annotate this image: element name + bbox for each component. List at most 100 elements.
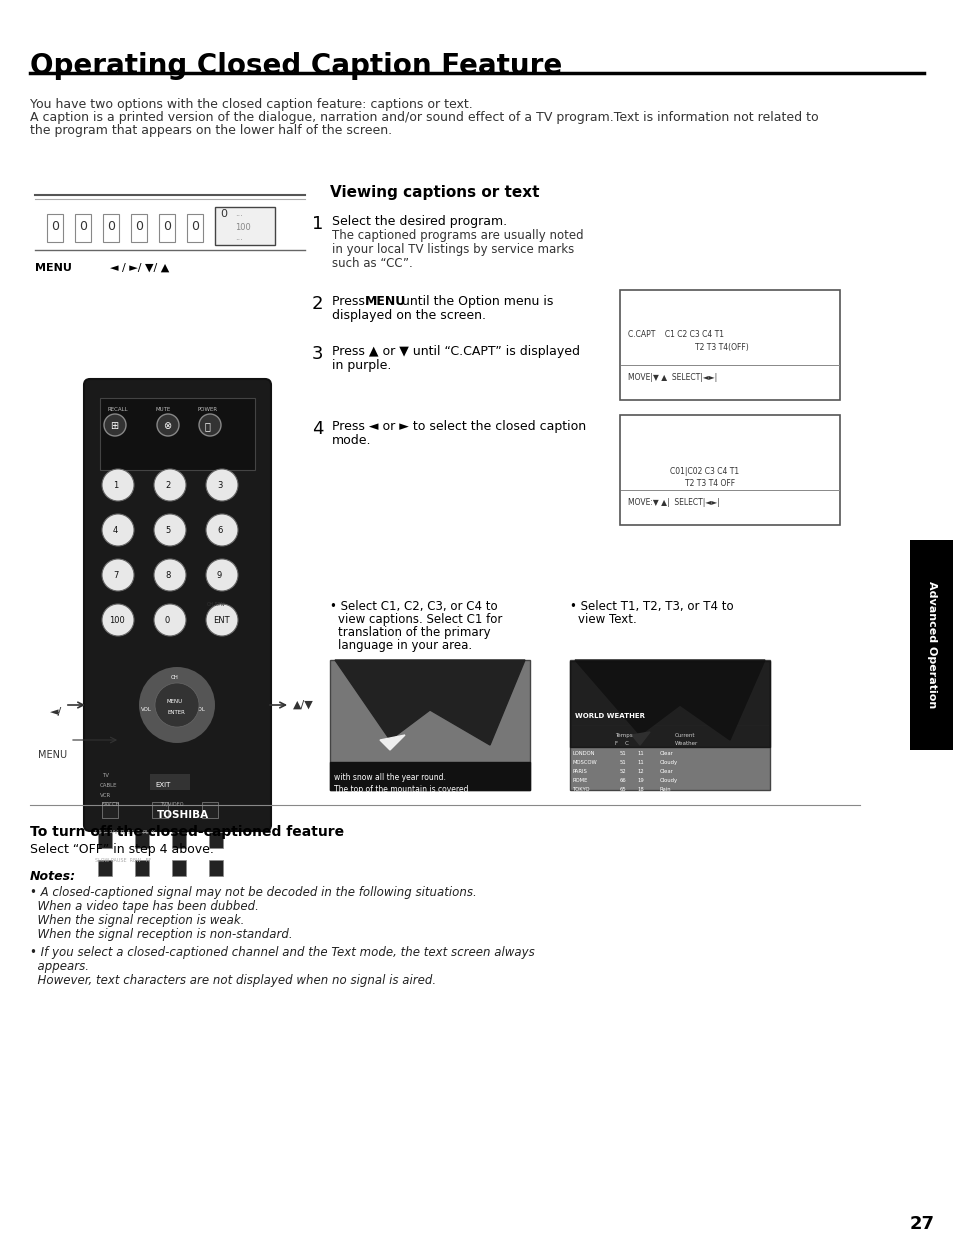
Text: VCR: VCR — [100, 794, 112, 799]
Text: 1: 1 — [312, 215, 323, 233]
Text: However, text characters are not displayed when no signal is aired.: However, text characters are not display… — [30, 973, 436, 987]
Text: 4: 4 — [312, 420, 323, 438]
Text: 3: 3 — [216, 481, 222, 490]
Bar — [187, 215, 203, 242]
Text: appears.: appears. — [30, 960, 89, 973]
Text: such as “CC”.: such as “CC”. — [332, 257, 413, 270]
Text: C.CAPT    C1 C2 C3 C4 T1: C.CAPT C1 C2 C3 C4 T1 — [627, 330, 723, 339]
Bar — [100, 398, 254, 470]
Text: 51: 51 — [619, 760, 626, 765]
Bar — [202, 802, 218, 818]
Circle shape — [102, 515, 133, 546]
Text: Cloudy: Cloudy — [659, 760, 678, 765]
Bar — [152, 802, 168, 818]
Bar — [102, 802, 118, 818]
Text: REC  TVVCR  STOP  PLAY: REC TVVCR STOP PLAY — [95, 830, 154, 835]
Text: 11: 11 — [637, 760, 643, 765]
Bar — [209, 832, 223, 848]
Text: Operating Closed Caption Feature: Operating Closed Caption Feature — [30, 52, 561, 81]
Bar — [569, 661, 769, 746]
Bar — [909, 539, 953, 750]
Text: To turn off the closed-captioned feature: To turn off the closed-captioned feature — [30, 825, 344, 839]
Text: 0: 0 — [220, 210, 227, 219]
Text: RECALL: RECALL — [108, 407, 129, 412]
Text: ⓘ: ⓘ — [205, 422, 211, 432]
Text: view Text.: view Text. — [578, 613, 636, 626]
Text: Notes:: Notes: — [30, 870, 76, 883]
Text: You have two options with the closed caption feature: captions or text.: You have two options with the closed cap… — [30, 98, 473, 112]
Text: language in your area.: language in your area. — [337, 639, 472, 652]
Text: WORLD WEATHER: WORLD WEATHER — [575, 713, 644, 719]
Circle shape — [199, 414, 221, 436]
Text: 65: 65 — [619, 787, 626, 792]
Bar — [98, 861, 112, 875]
Text: TV: TV — [102, 773, 109, 777]
Text: A caption is a printed version of the dialogue, narration and/or sound effect of: A caption is a printed version of the di… — [30, 112, 818, 124]
Text: 0: 0 — [165, 616, 170, 625]
Text: ▲/▼: ▲/▼ — [293, 701, 314, 711]
Text: 100: 100 — [234, 223, 251, 232]
Text: When a video tape has been dubbed.: When a video tape has been dubbed. — [30, 900, 258, 913]
Text: 51: 51 — [619, 751, 626, 756]
Bar — [172, 832, 186, 848]
Bar — [159, 215, 174, 242]
Text: ENTER: ENTER — [168, 711, 186, 715]
Bar — [103, 215, 119, 242]
Text: • If you select a closed-captioned channel and the Text mode, the text screen al: • If you select a closed-captioned chann… — [30, 946, 535, 959]
Text: T2 T3 T4(OFF): T2 T3 T4(OFF) — [695, 343, 748, 352]
Text: PARIS: PARIS — [573, 769, 587, 774]
Polygon shape — [335, 660, 524, 745]
Bar — [172, 861, 186, 875]
Circle shape — [153, 604, 186, 636]
Text: ROME: ROME — [573, 777, 588, 782]
Text: 2: 2 — [312, 295, 323, 312]
Text: POWER: POWER — [198, 407, 218, 412]
Bar — [619, 415, 840, 525]
Text: in your local TV listings by service marks: in your local TV listings by service mar… — [332, 243, 574, 255]
Circle shape — [153, 559, 186, 591]
Text: the program that appears on the lower half of the screen.: the program that appears on the lower ha… — [30, 124, 392, 136]
Text: 9: 9 — [216, 570, 222, 580]
Text: TV/VIDEO: TV/VIDEO — [160, 802, 183, 807]
Text: Advanced Operation: Advanced Operation — [926, 582, 936, 708]
Text: 8: 8 — [165, 570, 171, 580]
Bar — [135, 832, 149, 848]
Polygon shape — [631, 732, 649, 745]
Text: SLOW PAUSE  REW   FF: SLOW PAUSE REW FF — [95, 858, 151, 863]
Circle shape — [206, 515, 237, 546]
Text: 100: 100 — [109, 616, 125, 625]
Text: T2 T3 T4 OFF: T2 T3 T4 OFF — [684, 479, 735, 489]
Circle shape — [102, 469, 133, 501]
Text: Clear: Clear — [659, 769, 673, 774]
Text: 18: 18 — [637, 787, 643, 792]
Circle shape — [102, 559, 133, 591]
Text: 12: 12 — [637, 769, 643, 774]
Text: ◄/: ◄/ — [50, 707, 62, 717]
Text: MENU: MENU — [167, 699, 183, 704]
Text: 19: 19 — [637, 777, 643, 782]
Text: 0: 0 — [135, 219, 143, 233]
Text: Press ◄ or ► to select the closed caption: Press ◄ or ► to select the closed captio… — [332, 420, 585, 433]
Text: Clear: Clear — [659, 751, 673, 756]
Text: until the Option menu is: until the Option menu is — [397, 295, 553, 308]
Text: • Select T1, T2, T3, or T4 to: • Select T1, T2, T3, or T4 to — [569, 600, 733, 613]
Text: Select the desired program.: Select the desired program. — [332, 215, 507, 228]
Text: ENT: ENT — [213, 616, 230, 625]
Text: When the signal reception is weak.: When the signal reception is weak. — [30, 914, 244, 928]
Text: C01|C02 C3 C4 T1: C01|C02 C3 C4 T1 — [669, 467, 739, 476]
Text: 0: 0 — [163, 219, 171, 233]
Bar — [47, 215, 63, 242]
Bar — [150, 774, 190, 790]
Text: 7: 7 — [112, 570, 118, 580]
Bar — [98, 832, 112, 848]
Text: in purple.: in purple. — [332, 360, 391, 372]
Text: Temps: Temps — [615, 733, 632, 738]
Text: CH: CH — [171, 675, 178, 680]
Text: MENU: MENU — [35, 263, 71, 273]
Bar — [209, 861, 223, 875]
Text: mode.: mode. — [332, 434, 371, 446]
Circle shape — [157, 414, 179, 436]
Text: 5: 5 — [165, 526, 170, 534]
Circle shape — [206, 604, 237, 636]
Text: 1: 1 — [112, 481, 118, 490]
